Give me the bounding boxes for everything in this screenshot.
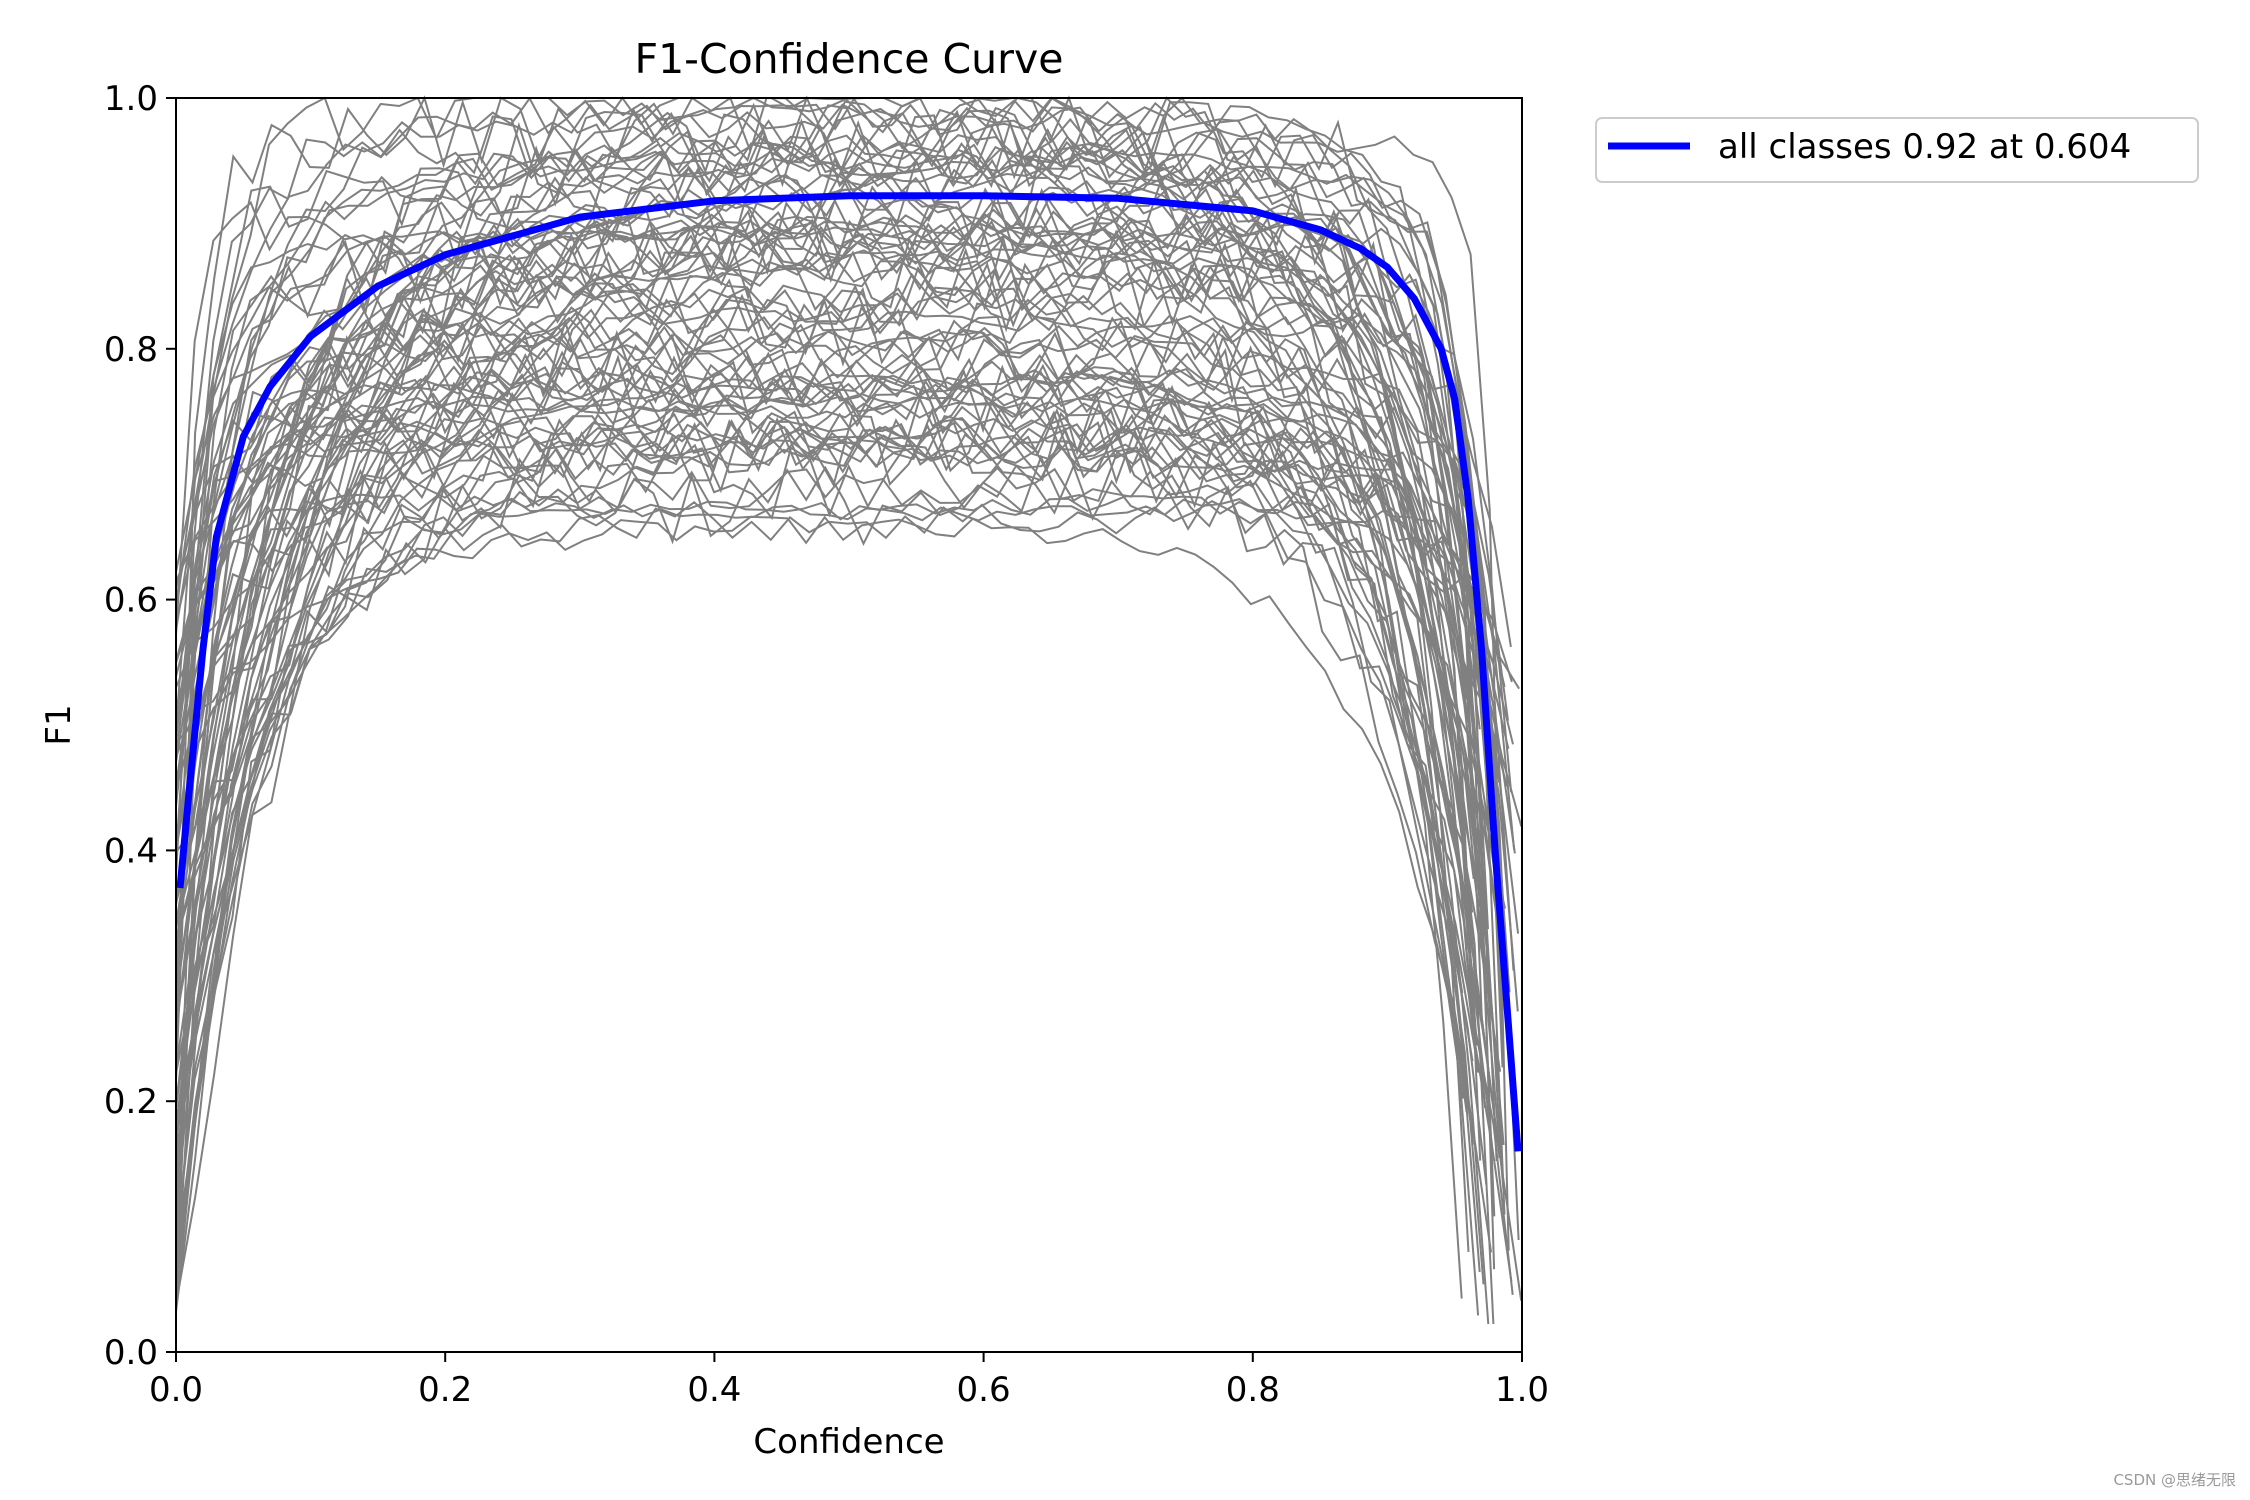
class-curve xyxy=(175,293,1474,1145)
class-curve xyxy=(175,133,1476,807)
per-class-curves xyxy=(175,95,1523,1325)
x-tick-label: 0.6 xyxy=(957,1370,1011,1410)
class-curve xyxy=(175,493,1483,910)
class-curve xyxy=(175,226,1494,1103)
class-curve xyxy=(175,414,1508,1074)
class-curve xyxy=(175,407,1519,1012)
class-curve xyxy=(175,495,1506,1101)
class-curve xyxy=(175,328,1520,1141)
class-curve xyxy=(175,177,1478,1243)
class-curve xyxy=(175,142,1481,1291)
class-curve xyxy=(175,365,1474,1025)
class-curve xyxy=(175,421,1480,1073)
class-curve xyxy=(175,245,1479,1126)
class-curve xyxy=(175,494,1520,1243)
class-curve xyxy=(175,368,1485,1285)
plot-frame xyxy=(175,97,1523,1353)
legend-box xyxy=(1595,117,2199,183)
legend: all classes 0.92 at 0.604 xyxy=(1595,117,2199,183)
class-curve xyxy=(175,353,1523,1301)
class-curve xyxy=(175,219,1505,1145)
x-tick-label: 0.4 xyxy=(687,1370,741,1410)
class-curve xyxy=(175,95,1480,1316)
y-axis-ticks: 0.0 0.2 0.4 0.6 0.8 1.0 xyxy=(104,79,176,1373)
x-tick-label: 0.0 xyxy=(149,1370,203,1410)
class-curve xyxy=(175,145,1481,1250)
class-curve xyxy=(175,97,1496,1217)
class-curve xyxy=(175,395,1468,763)
class-curve xyxy=(175,414,1493,1253)
series-line-all-classes xyxy=(176,192,1522,1152)
y-tick-label: 1.0 xyxy=(104,79,158,119)
class-curve xyxy=(175,261,1498,1162)
class-curve xyxy=(175,360,1506,971)
watermark: CSDN @思绪无限 xyxy=(2113,1471,2236,1489)
y-tick-label: 0.0 xyxy=(104,1333,158,1373)
class-curve xyxy=(175,237,1475,1243)
legend-label: all classes 0.92 at 0.604 xyxy=(1718,127,2131,167)
class-curve xyxy=(175,102,1482,1161)
class-curve xyxy=(175,463,1514,1296)
y-tick-label: 0.6 xyxy=(104,581,158,621)
x-tick-label: 0.8 xyxy=(1226,1370,1280,1410)
class-curve xyxy=(175,95,1516,1051)
class-curve xyxy=(175,103,1510,1251)
chart-title: F1-Confidence Curve xyxy=(635,35,1064,83)
x-axis-label: Confidence xyxy=(753,1422,944,1462)
x-axis-ticks: 0.0 0.2 0.4 0.6 0.8 1.0 xyxy=(149,1352,1549,1410)
class-curve xyxy=(175,221,1474,1020)
x-tick-label: 0.2 xyxy=(418,1370,472,1410)
class-curve xyxy=(175,109,1501,1259)
class-curve xyxy=(175,399,1468,1113)
class-curve xyxy=(175,369,1490,1325)
y-tick-label: 0.8 xyxy=(104,330,158,370)
class-curve xyxy=(175,155,1506,1312)
class-curve xyxy=(175,278,1513,1282)
class-curve xyxy=(175,371,1495,1227)
y-tick-label: 0.4 xyxy=(104,831,158,871)
y-axis-label: F1 xyxy=(39,704,79,745)
class-curve xyxy=(175,264,1509,1035)
class-curve xyxy=(175,213,1496,1270)
class-curve xyxy=(175,409,1474,1062)
class-curve xyxy=(175,404,1489,1109)
y-tick-label: 0.2 xyxy=(104,1082,158,1122)
all-classes-curve xyxy=(176,192,1522,1152)
class-curve xyxy=(175,515,1475,1139)
class-curve xyxy=(175,459,1514,1273)
class-curve xyxy=(175,395,1479,1193)
x-tick-label: 1.0 xyxy=(1495,1370,1549,1410)
class-curve xyxy=(175,133,1481,1273)
